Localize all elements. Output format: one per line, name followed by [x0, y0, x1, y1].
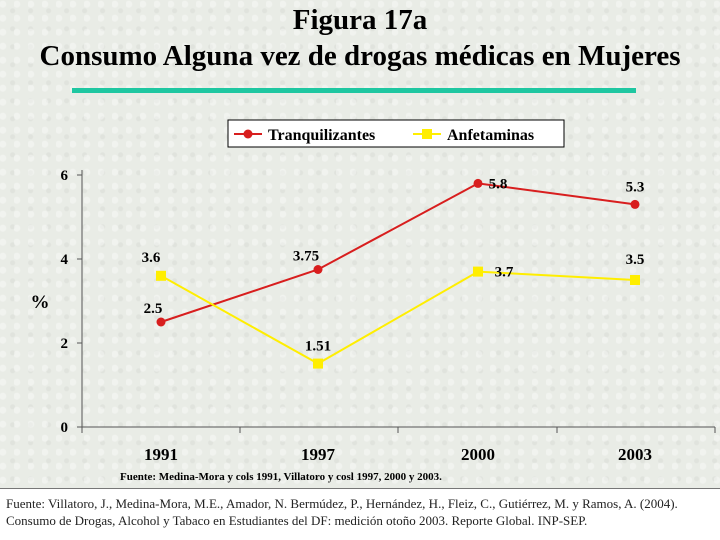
legend-box [227, 119, 565, 148]
data-point [630, 199, 640, 209]
y-tick-label: 0 [61, 420, 69, 436]
chart-caption: Fuente: Medina-Mora y cols 1991, Villato… [120, 471, 442, 483]
title-underline [72, 88, 636, 93]
data-label: 3.5 [626, 252, 645, 268]
legend-label-1: Tranquilizantes [268, 127, 375, 144]
data-label: 5.8 [489, 176, 508, 192]
data-label: 3.7 [495, 265, 514, 281]
x-tick-label: 1991 [144, 445, 178, 464]
y-tick-label: 4 [61, 252, 69, 268]
data-label: 3.6 [142, 250, 161, 266]
data-label: 1.51 [305, 339, 331, 355]
data-point [156, 317, 166, 327]
data-point [473, 178, 483, 188]
data-point [473, 266, 483, 277]
x-tick-label: 2003 [618, 445, 652, 464]
data-point [313, 265, 323, 274]
chart-title: Consumo Alguna vez de drogas médicas en … [39, 40, 681, 72]
data-point [313, 358, 323, 369]
line-chart: Tranquilizantes Anfetaminas 0 2 4 6 1991 1997 20… [31, 119, 716, 464]
source-footer: Fuente: Villatoro, J., Medina-Mora, M.E.… [0, 488, 720, 540]
data-point [156, 270, 166, 281]
data-point [630, 275, 640, 285]
legend-label-2: Anfetaminas [447, 127, 534, 144]
data-label: 2.5 [144, 301, 163, 317]
series-line-1 [160, 182, 636, 323]
x-tick-label: 2000 [461, 445, 495, 464]
legend-marker-2 [422, 129, 432, 139]
x-tick-label: 1997 [301, 445, 336, 464]
series-line-2 [160, 270, 636, 365]
y-tick-label: 2 [61, 336, 69, 352]
y-axis-label: % [31, 292, 50, 313]
figure-number: Figura 17a [292, 4, 428, 36]
data-label: 3.75 [293, 249, 319, 265]
data-label: 5.3 [626, 179, 645, 195]
legend-marker-1 [243, 129, 253, 139]
y-tick-label: 6 [61, 168, 69, 184]
